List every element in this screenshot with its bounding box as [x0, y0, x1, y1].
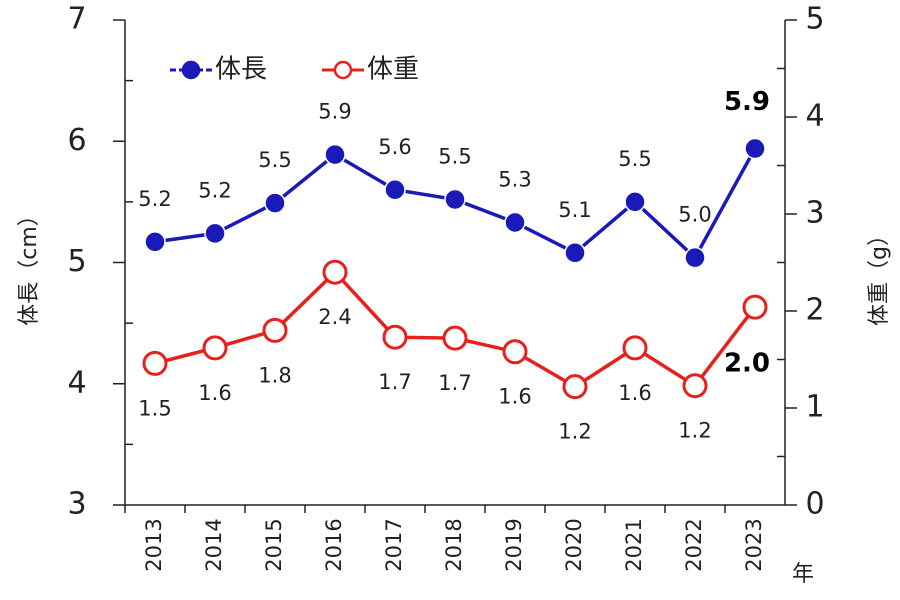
point	[382, 324, 408, 350]
point	[204, 222, 226, 245]
point	[622, 335, 648, 361]
y-tick-label: 3	[67, 487, 86, 522]
x-tick-label: 2020	[562, 518, 586, 571]
value-label: 5.9	[724, 87, 770, 117]
point	[742, 294, 768, 320]
x-axis-label: 年	[792, 562, 814, 587]
y2-axis-label: 体重（g）	[867, 224, 892, 326]
point	[684, 246, 706, 269]
value-label: 5.9	[318, 100, 351, 124]
y-tick-label: 6	[67, 123, 86, 158]
x-tick-label: 2023	[742, 518, 766, 571]
point	[502, 339, 528, 365]
value-label: 5.5	[258, 148, 291, 172]
point	[262, 317, 288, 343]
x-tick-label: 2018	[442, 518, 466, 571]
y2-tick-label: 0	[805, 487, 824, 522]
point	[624, 191, 646, 213]
legend-label: 体長	[215, 55, 267, 85]
x-tick-label: 2021	[622, 518, 646, 571]
y-tick-label: 5	[67, 244, 86, 279]
value-label: 5.5	[438, 144, 471, 168]
y-tick-label: 4	[67, 365, 86, 400]
point	[384, 179, 406, 201]
value-label: 5.2	[198, 178, 231, 202]
point	[504, 211, 526, 234]
value-label: 2.4	[318, 305, 351, 329]
y2-tick-label: 4	[805, 99, 824, 134]
x-tick-label: 2016	[322, 518, 346, 571]
value-label: 5.6	[378, 135, 411, 159]
point	[682, 373, 708, 399]
y-tick-label: 7	[67, 2, 86, 37]
value-label: 1.7	[378, 370, 411, 394]
legend-label: 体重	[367, 55, 419, 85]
point	[444, 188, 466, 211]
point	[564, 242, 586, 264]
value-label: 1.6	[498, 385, 531, 409]
value-label: 1.2	[558, 420, 591, 444]
value-label: 5.5	[618, 147, 651, 171]
point	[142, 350, 168, 376]
x-tick-label: 2014	[202, 518, 226, 571]
x-tick-label: 2022	[682, 518, 706, 571]
x-tick-label: 2019	[502, 518, 526, 571]
value-label: 1.6	[618, 381, 651, 405]
y2-tick-label: 3	[805, 196, 824, 231]
point	[202, 335, 228, 361]
y-axis-label: 体長（cm）	[17, 204, 42, 326]
value-label: 1.5	[138, 396, 171, 420]
value-label: 1.6	[198, 381, 231, 405]
y2-tick-label: 2	[805, 293, 824, 328]
point	[744, 137, 766, 160]
y2-tick-label: 1	[805, 390, 824, 425]
value-label: 2.0	[724, 349, 770, 379]
value-label: 5.2	[138, 187, 171, 211]
point	[324, 143, 346, 166]
value-label: 1.2	[678, 419, 711, 443]
legend-marker	[333, 60, 353, 80]
value-label: 5.3	[498, 167, 531, 191]
point	[322, 259, 348, 285]
value-label: 5.1	[558, 198, 591, 222]
point	[144, 231, 166, 253]
x-tick-label: 2013	[142, 518, 166, 571]
point	[442, 325, 468, 351]
legend-marker	[181, 60, 201, 80]
value-label: 1.7	[438, 371, 471, 395]
point	[264, 192, 286, 214]
value-label: 1.8	[258, 363, 291, 387]
value-label: 5.0	[678, 203, 711, 227]
point	[562, 374, 588, 400]
y2-tick-label: 5	[805, 2, 824, 37]
x-tick-label: 2015	[262, 518, 286, 571]
x-tick-label: 2017	[382, 518, 406, 571]
